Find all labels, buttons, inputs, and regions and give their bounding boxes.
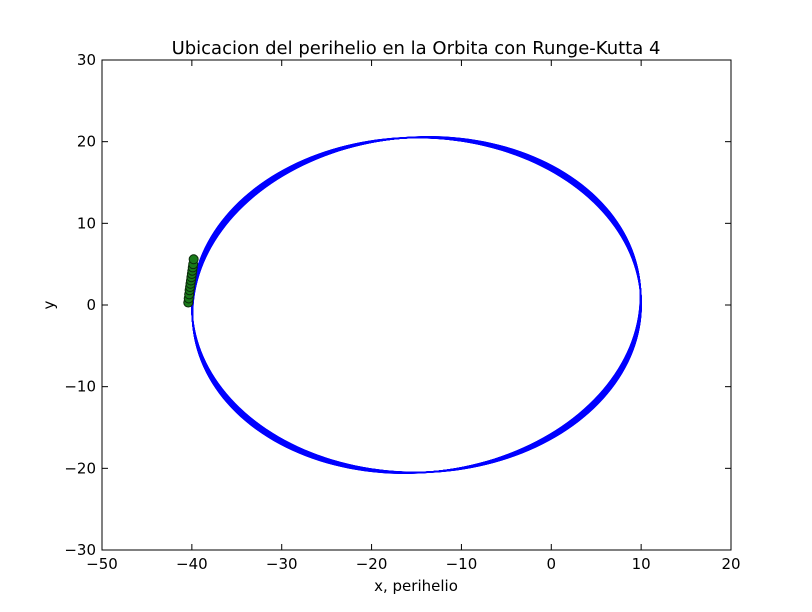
y-tick-label: 30: [77, 51, 96, 69]
x-tick-label: 0: [547, 555, 557, 573]
plot-frame: [101, 59, 732, 551]
x-tick-label: 10: [632, 555, 651, 573]
y-tick-label: −10: [64, 378, 96, 396]
x-tick-label: 20: [721, 555, 740, 573]
y-tick-label: 20: [77, 133, 96, 151]
perihelion-point: [188, 254, 199, 265]
x-tick-label: −10: [446, 555, 478, 573]
orbit-trajectory: [191, 136, 642, 474]
x-tick-label: −50: [86, 555, 118, 573]
axis-ticks: −50 −40 −30 −20 −10 0 10 20 −30 −20 −10 0 10 20 30: [64, 51, 740, 573]
y-tick-label: 0: [86, 296, 96, 314]
x-axis-label: x, perihelio: [374, 577, 458, 595]
chart-title: Ubicacion del perihelio en la Orbita con…: [172, 38, 661, 59]
orbit-path: [191, 136, 642, 474]
x-tick-label: −40: [176, 555, 208, 573]
x-tick-label: −30: [266, 555, 298, 573]
y-axis-label: y: [40, 300, 58, 309]
orbit-path: [191, 136, 642, 474]
y-tick-label: −20: [64, 459, 96, 477]
y-tick-label: 10: [77, 214, 96, 232]
perihelion-points: [183, 254, 199, 308]
y-tick-label: −30: [64, 541, 96, 559]
x-tick-label: −20: [356, 555, 388, 573]
